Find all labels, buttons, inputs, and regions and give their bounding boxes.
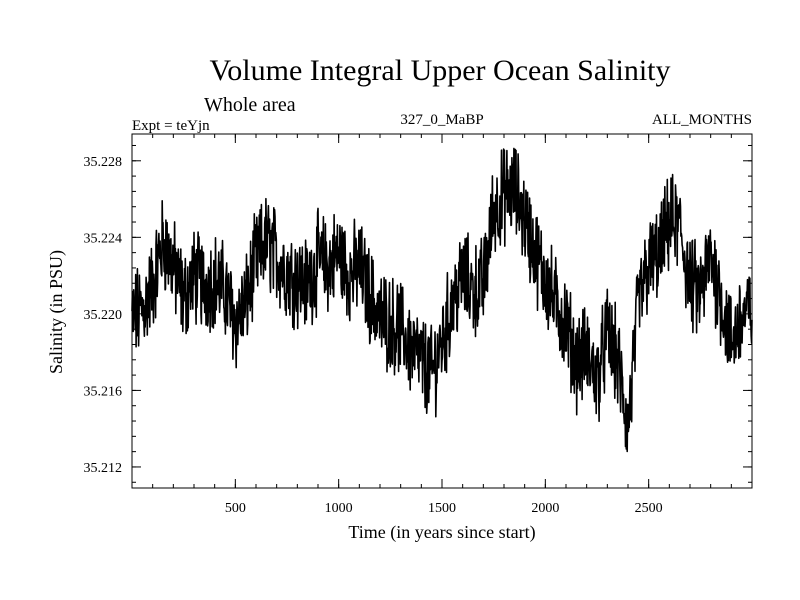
period-label: ALL_MONTHS: [652, 112, 752, 128]
x-axis-title: Time (in years since start): [348, 522, 535, 543]
salinity-series-line: [131, 147, 753, 453]
y-tick-label: 35.228: [84, 155, 123, 170]
chart-title: Volume Integral Upper Ocean Salinity: [210, 54, 671, 87]
y-tick-label: 35.220: [84, 308, 123, 323]
y-tick-label: 35.212: [84, 461, 123, 476]
axis-tick-labels: 500 1000 1500 2000 2500 35.212 35.216 35.220 35.…: [84, 155, 663, 516]
x-tick-label: 1000: [325, 501, 353, 516]
x-tick-label: 500: [225, 501, 246, 516]
y-axis-title: Salinity (in PSU): [46, 250, 67, 374]
run-label: 327_0_MaBP: [400, 112, 483, 128]
plot-frame: [131, 133, 753, 489]
x-tick-label: 1500: [428, 501, 456, 516]
x-tick-label: 2500: [635, 501, 663, 516]
x-tick-label: 2000: [531, 501, 559, 516]
y-tick-label: 35.224: [84, 231, 123, 246]
y-tick-label: 35.216: [84, 384, 123, 399]
chart-subtitle: Whole area: [204, 94, 296, 116]
expt-label: Expt = teYjn: [132, 118, 210, 134]
